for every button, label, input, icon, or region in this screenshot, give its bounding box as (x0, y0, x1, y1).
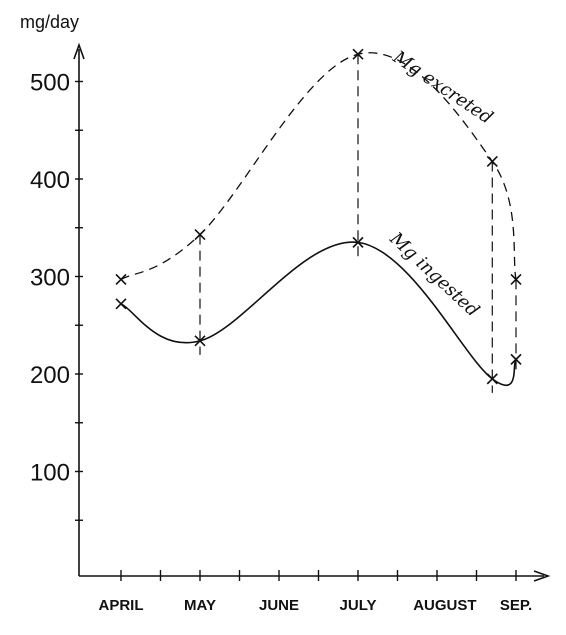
data-point-marker (486, 155, 498, 168)
data-point-marker (115, 273, 127, 285)
y-axis-unit-label: mg/day (20, 12, 79, 32)
text-labels: mg/day Mg excreted Mg ingested (20, 12, 496, 321)
series-markers (115, 48, 522, 385)
y-tick-label: 400 (30, 167, 70, 194)
x-axis-arrow (533, 570, 551, 582)
x-tick-label: AUGUST (413, 597, 476, 614)
x-tick-label: MAY (184, 597, 216, 614)
y-tick-label: 500 (30, 70, 70, 97)
data-point-marker (352, 48, 364, 60)
data-point-marker (115, 298, 127, 310)
x-tick-label: JULY (340, 597, 377, 614)
x-tick-label: JUNE (259, 597, 299, 614)
y-tick-label: 300 (30, 265, 70, 292)
series-label-mg-ingested: Mg ingested (385, 228, 483, 322)
data-point-marker (194, 229, 206, 241)
axes (73, 42, 551, 582)
paired-connectors (199, 54, 517, 393)
data-point-marker (510, 353, 522, 365)
y-tick-label: 200 (30, 362, 70, 389)
x-tick-label: SEP. (500, 597, 532, 614)
y-tick-label: 100 (30, 460, 70, 487)
x-tick-label: APRIL (99, 597, 144, 614)
y-ticks: 100 200 300 400 500 APRIL MAY JUNE JULY AUGUST SEP… (30, 70, 532, 615)
y-axis-arrow (73, 42, 85, 60)
data-point-marker (194, 335, 206, 347)
series-label-mg-excreted: Mg excreted (388, 46, 496, 128)
series-line-mg-ingested (120, 241, 517, 387)
data-point-marker (510, 273, 522, 285)
data-point-marker (486, 373, 498, 385)
data-point-marker (352, 236, 364, 248)
